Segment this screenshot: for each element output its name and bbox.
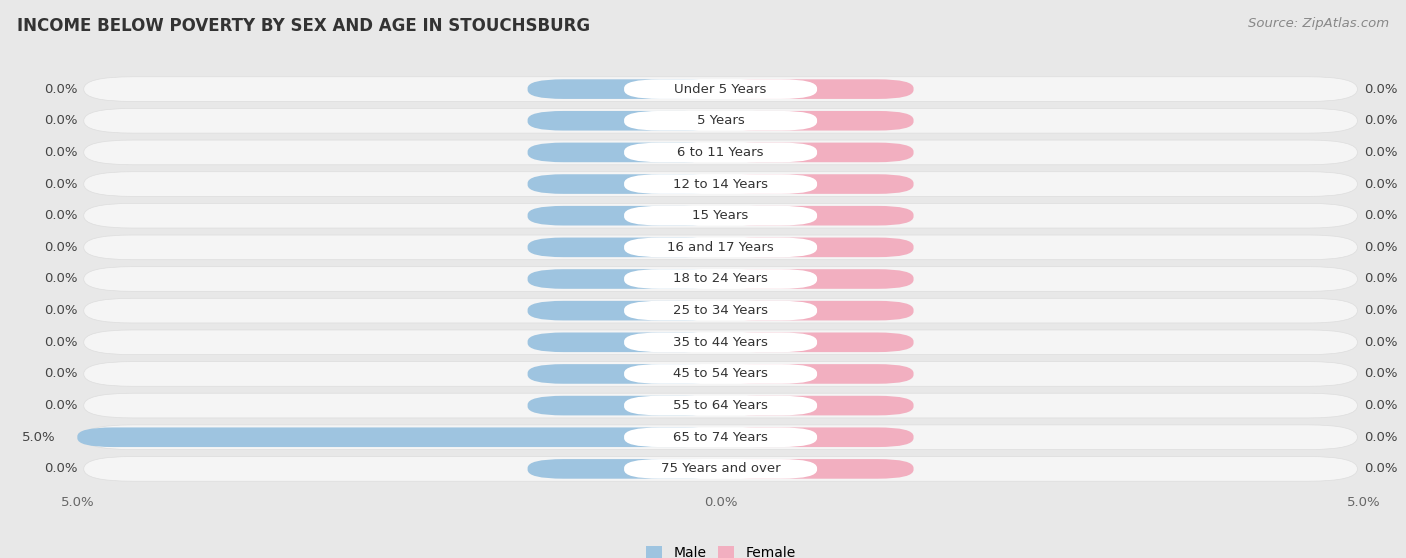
Text: 0.0%: 0.0% [44,241,77,254]
FancyBboxPatch shape [84,299,1357,323]
Text: 0.0%: 0.0% [1364,272,1398,286]
FancyBboxPatch shape [721,301,914,320]
FancyBboxPatch shape [624,301,817,320]
Text: 0.0%: 0.0% [1364,304,1398,317]
FancyBboxPatch shape [624,111,817,131]
Text: 0.0%: 0.0% [1364,431,1398,444]
Text: INCOME BELOW POVERTY BY SEX AND AGE IN STOUCHSBURG: INCOME BELOW POVERTY BY SEX AND AGE IN S… [17,17,591,35]
Text: 0.0%: 0.0% [44,146,77,159]
FancyBboxPatch shape [84,330,1357,355]
Text: 18 to 24 Years: 18 to 24 Years [673,272,768,286]
Text: 0.0%: 0.0% [1364,368,1398,381]
Text: 0.0%: 0.0% [1364,241,1398,254]
Text: 25 to 34 Years: 25 to 34 Years [673,304,768,317]
FancyBboxPatch shape [527,301,721,320]
FancyBboxPatch shape [624,396,817,415]
Text: 0.0%: 0.0% [1364,114,1398,127]
FancyBboxPatch shape [624,174,817,194]
Text: 0.0%: 0.0% [44,83,77,95]
Text: 0.0%: 0.0% [44,272,77,286]
Text: 0.0%: 0.0% [44,114,77,127]
FancyBboxPatch shape [527,396,721,415]
FancyBboxPatch shape [527,111,721,131]
FancyBboxPatch shape [721,174,914,194]
FancyBboxPatch shape [624,364,817,384]
FancyBboxPatch shape [721,143,914,162]
Text: 15 Years: 15 Years [692,209,749,222]
FancyBboxPatch shape [527,333,721,352]
FancyBboxPatch shape [527,206,721,225]
Text: 0.0%: 0.0% [1364,83,1398,95]
FancyBboxPatch shape [84,235,1357,259]
Text: 5 Years: 5 Years [697,114,744,127]
FancyBboxPatch shape [624,206,817,225]
Text: 55 to 64 Years: 55 to 64 Years [673,399,768,412]
Text: 0.0%: 0.0% [44,399,77,412]
FancyBboxPatch shape [721,79,914,99]
Text: 6 to 11 Years: 6 to 11 Years [678,146,763,159]
Text: 75 Years and over: 75 Years and over [661,463,780,475]
FancyBboxPatch shape [624,79,817,99]
FancyBboxPatch shape [84,456,1357,481]
Legend: Male, Female: Male, Female [645,546,796,558]
FancyBboxPatch shape [721,396,914,415]
FancyBboxPatch shape [84,203,1357,228]
Text: 0.0%: 0.0% [44,304,77,317]
Text: 0.0%: 0.0% [1364,177,1398,190]
FancyBboxPatch shape [527,238,721,257]
FancyBboxPatch shape [721,269,914,289]
Text: 0.0%: 0.0% [44,177,77,190]
FancyBboxPatch shape [624,143,817,162]
FancyBboxPatch shape [84,108,1357,133]
Text: 5.0%: 5.0% [22,431,55,444]
FancyBboxPatch shape [624,269,817,289]
FancyBboxPatch shape [84,77,1357,102]
FancyBboxPatch shape [84,425,1357,450]
FancyBboxPatch shape [77,427,721,447]
FancyBboxPatch shape [527,364,721,384]
Text: Source: ZipAtlas.com: Source: ZipAtlas.com [1249,17,1389,30]
FancyBboxPatch shape [721,364,914,384]
FancyBboxPatch shape [527,174,721,194]
FancyBboxPatch shape [527,459,721,479]
FancyBboxPatch shape [721,111,914,131]
FancyBboxPatch shape [527,269,721,289]
Text: Under 5 Years: Under 5 Years [675,83,766,95]
FancyBboxPatch shape [721,206,914,225]
FancyBboxPatch shape [721,238,914,257]
Text: 0.0%: 0.0% [1364,463,1398,475]
FancyBboxPatch shape [527,143,721,162]
Text: 45 to 54 Years: 45 to 54 Years [673,368,768,381]
FancyBboxPatch shape [624,459,817,479]
FancyBboxPatch shape [84,393,1357,418]
FancyBboxPatch shape [624,238,817,257]
FancyBboxPatch shape [84,267,1357,291]
FancyBboxPatch shape [84,140,1357,165]
Text: 0.0%: 0.0% [1364,399,1398,412]
Text: 16 and 17 Years: 16 and 17 Years [668,241,773,254]
Text: 65 to 74 Years: 65 to 74 Years [673,431,768,444]
Text: 0.0%: 0.0% [44,336,77,349]
Text: 0.0%: 0.0% [44,368,77,381]
FancyBboxPatch shape [721,459,914,479]
Text: 12 to 14 Years: 12 to 14 Years [673,177,768,190]
Text: 0.0%: 0.0% [1364,209,1398,222]
Text: 35 to 44 Years: 35 to 44 Years [673,336,768,349]
Text: 0.0%: 0.0% [44,209,77,222]
Text: 0.0%: 0.0% [1364,336,1398,349]
FancyBboxPatch shape [84,172,1357,196]
FancyBboxPatch shape [84,362,1357,386]
Text: 0.0%: 0.0% [1364,146,1398,159]
FancyBboxPatch shape [721,333,914,352]
FancyBboxPatch shape [721,427,914,447]
FancyBboxPatch shape [624,333,817,352]
FancyBboxPatch shape [527,79,721,99]
FancyBboxPatch shape [624,427,817,447]
Text: 0.0%: 0.0% [44,463,77,475]
